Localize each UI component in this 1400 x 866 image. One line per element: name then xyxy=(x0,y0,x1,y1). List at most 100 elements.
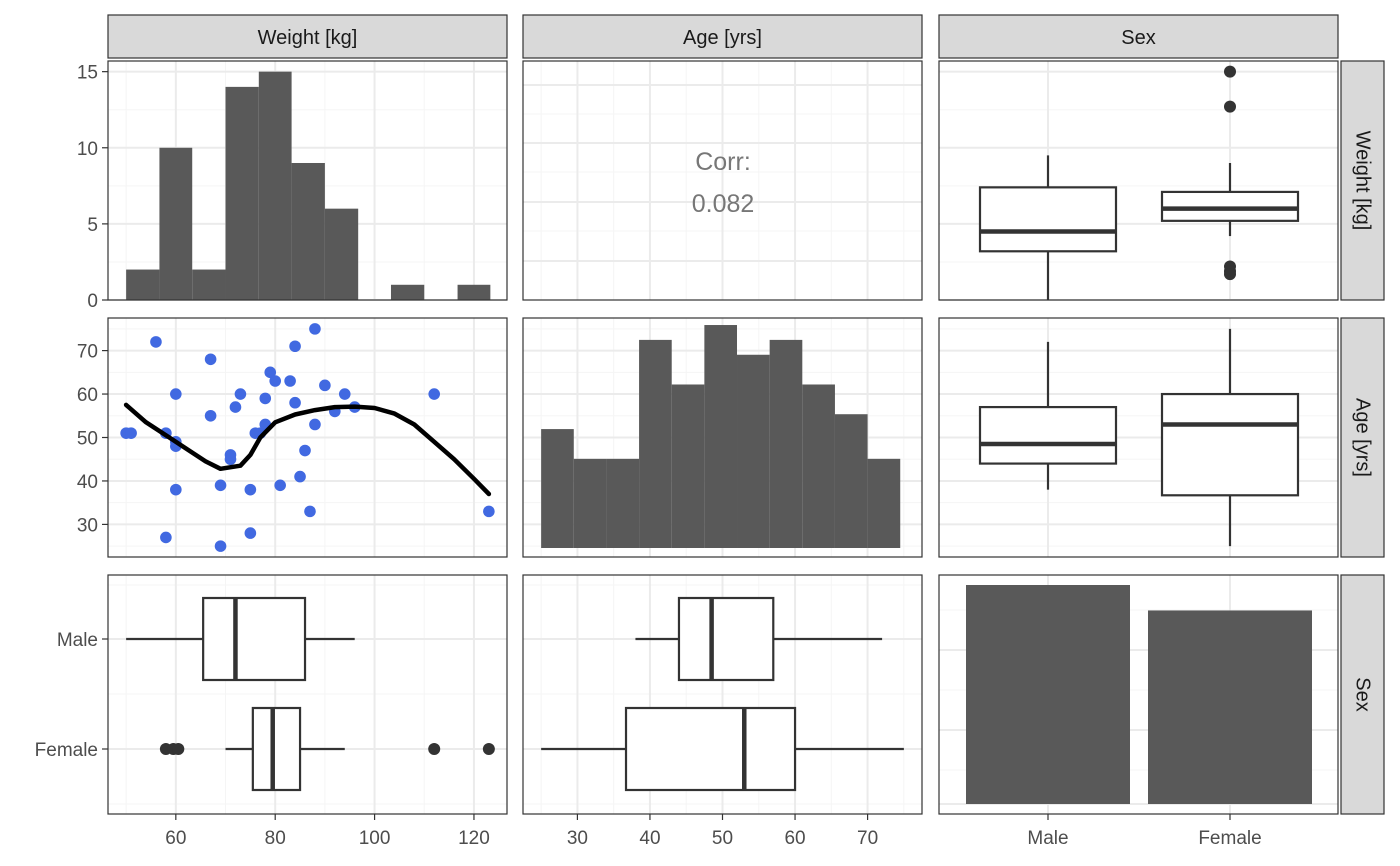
scatter-point xyxy=(214,540,227,552)
box-male xyxy=(978,405,1118,465)
weight-by-sex-border xyxy=(938,60,1339,301)
strip-right-bg xyxy=(1340,317,1385,558)
scatter-point xyxy=(264,366,277,379)
scatter-point xyxy=(125,427,137,439)
x-tick-label: 50 xyxy=(712,828,733,849)
x-tick-label: 30 xyxy=(567,828,588,849)
scatter-point xyxy=(289,396,301,409)
x-tick-label: 40 xyxy=(639,828,660,849)
y-tick-label: 10 xyxy=(77,139,98,160)
x-tick-label: Male xyxy=(1027,828,1068,849)
x-tick-label: 80 xyxy=(265,828,286,849)
weight-by-sex-h-border xyxy=(107,574,508,815)
scatter-point xyxy=(229,401,242,413)
panel-weight-by-sex-h xyxy=(107,574,508,815)
x-tick-label: Female xyxy=(1198,828,1261,849)
scatter-point xyxy=(304,505,316,518)
y-tick-label: 30 xyxy=(77,515,98,536)
corr-border xyxy=(522,60,923,301)
box-male xyxy=(202,596,307,682)
top-strips: Weight [kg] Age [yrs] Sex xyxy=(107,14,1339,59)
hist-bar xyxy=(225,86,259,300)
scatter-point xyxy=(319,379,331,392)
y-tick-label: 5 xyxy=(87,215,98,236)
y-tick-label: 0 xyxy=(87,291,98,312)
hist-bar xyxy=(192,269,226,300)
scatter-point xyxy=(284,375,296,387)
outlier-point xyxy=(1224,65,1236,78)
hist-bar xyxy=(390,284,425,300)
scatter-point xyxy=(204,409,217,422)
outlier-point xyxy=(1224,268,1236,281)
scatter-point xyxy=(214,479,227,492)
y-tick-label: Female xyxy=(35,740,98,761)
sex-bar-male xyxy=(966,585,1130,804)
hist-bar xyxy=(639,339,672,548)
strip-right-label: Weight [kg] xyxy=(1352,131,1374,231)
y-tick-label: Male xyxy=(57,630,98,651)
scatter-point xyxy=(150,336,162,348)
scatter-point xyxy=(224,449,237,461)
strip-right-label: Age [yrs] xyxy=(1352,398,1374,477)
panel-age-by-sex-h xyxy=(522,574,923,815)
scatter-point xyxy=(204,353,217,366)
strip-right-bg xyxy=(1340,60,1385,301)
y-axis: 0 5 10 15 30 40 50 60 70 Male Female xyxy=(35,63,108,761)
hist-bar xyxy=(573,458,607,548)
hist-bar xyxy=(541,429,574,548)
box-female xyxy=(1160,190,1300,222)
hist-bar xyxy=(324,208,359,300)
hist-bar xyxy=(737,354,770,548)
panel-corr: Corr: 0.082 xyxy=(522,60,923,301)
panel-weight-hist xyxy=(107,60,508,301)
age-by-sex-border xyxy=(938,317,1339,558)
strip-top-label: Weight [kg] xyxy=(258,27,358,49)
box-female xyxy=(251,706,302,792)
x-axis: 60 80 100 120 30 40 50 60 70 Male Female xyxy=(165,814,1262,849)
scatter-point xyxy=(269,375,282,387)
sex-bar-border xyxy=(938,574,1339,815)
y-tick-label: 15 xyxy=(77,63,98,84)
scatter-point xyxy=(259,392,272,405)
corr-label: Corr: xyxy=(695,148,751,176)
hist-bar xyxy=(671,384,705,548)
outlier-point xyxy=(482,743,495,755)
scatter-point xyxy=(483,505,495,518)
sex-bar-female xyxy=(1148,610,1312,804)
scatter-point xyxy=(244,527,257,539)
scatter-point xyxy=(274,479,286,492)
hist-bar xyxy=(291,162,325,300)
hist-bar xyxy=(802,384,835,548)
hist-bar xyxy=(258,71,292,300)
strip-top-label: Age [yrs] xyxy=(683,27,762,49)
box-male xyxy=(978,186,1118,253)
hist-bar xyxy=(834,414,868,548)
scatter-point xyxy=(309,323,321,335)
scatter-point xyxy=(170,388,182,400)
outlier-point xyxy=(428,743,441,755)
outlier-point xyxy=(172,743,185,755)
x-tick-label: 60 xyxy=(165,828,186,849)
hist-bar xyxy=(867,458,901,548)
hist-bar xyxy=(159,147,193,300)
hist-bar xyxy=(606,458,640,548)
scatter-point xyxy=(170,483,182,496)
scatter-point xyxy=(338,388,351,400)
strip-right-label: Sex xyxy=(1352,677,1374,711)
y-tick-label: 70 xyxy=(77,342,98,363)
panel-scatter xyxy=(107,317,508,558)
age-hist-border xyxy=(522,317,923,558)
strip-right-bg xyxy=(1340,574,1385,815)
scatter-point xyxy=(244,483,257,496)
panel-age-by-sex xyxy=(938,317,1339,558)
scatter-point xyxy=(160,531,172,544)
corr-value: 0.082 xyxy=(692,190,755,218)
strip-top-bg xyxy=(938,14,1339,59)
scatter-point xyxy=(309,418,321,431)
panel-age-hist xyxy=(522,317,923,558)
strip-top-label: Sex xyxy=(1121,27,1155,49)
y-tick-label: 60 xyxy=(77,385,98,406)
strip-top-bg xyxy=(107,14,508,59)
scatter-point xyxy=(299,444,311,457)
hist-bar xyxy=(704,325,738,548)
